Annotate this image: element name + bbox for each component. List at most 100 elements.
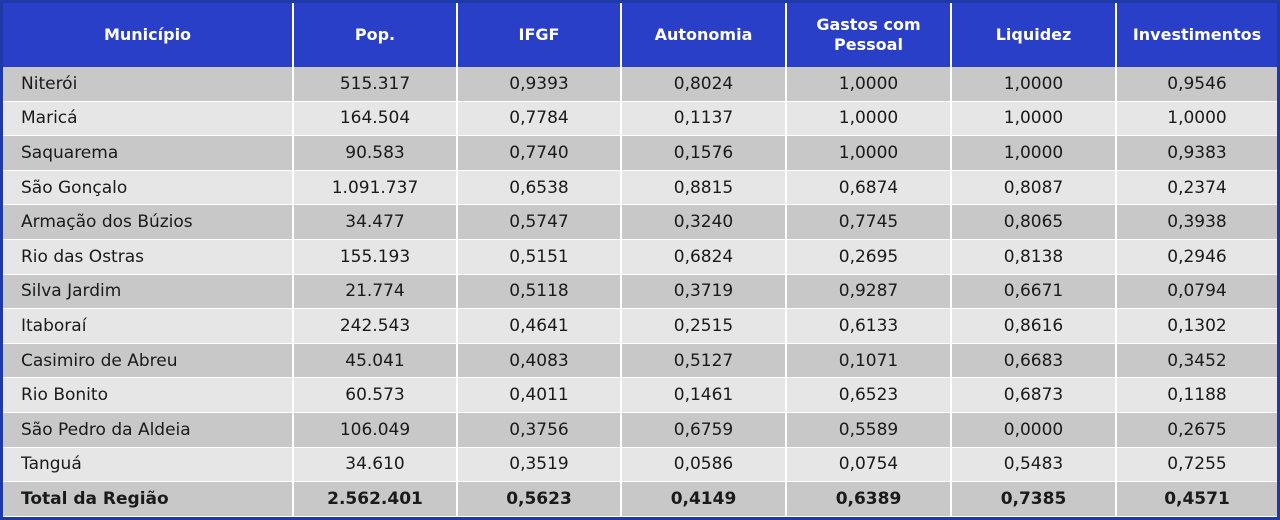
table-row: São Pedro da Aldeia 106.049 0,3756 0,6759 0,…: [3, 412, 1277, 448]
cell-municipio: Itaboraí: [3, 308, 294, 344]
cell-gastos: 0,5589: [786, 412, 952, 448]
cell-gastos: 0,6133: [786, 308, 952, 344]
table-row: Saquarema 90.583 0,7740 0,1576 1,0000 1,0000 0…: [3, 135, 1277, 171]
header-gastos-line2: Pessoal: [834, 35, 903, 54]
cell-investimentos: 1,0000: [1116, 101, 1277, 137]
cell-gastos: 0,6874: [786, 170, 952, 206]
cell-municipio: Armação dos Búzios: [3, 204, 294, 241]
cell-autonomia: 0,0586: [621, 447, 787, 483]
table-row: Niterói 515.317 0,9393 0,8024 1,0000 1,0000 0,…: [3, 67, 1277, 102]
cell-gastos: 1,0000: [786, 67, 952, 102]
cell-pop: 45.041: [293, 343, 458, 379]
cell-investimentos: 0,0794: [1116, 274, 1277, 310]
cell-pop: 164.504: [293, 101, 458, 137]
header-ifgf: IFGF: [457, 3, 622, 67]
total-gastos: 0,6389: [786, 481, 952, 517]
header-autonomia: Autonomia: [621, 3, 787, 67]
cell-gastos: 0,6523: [786, 377, 952, 414]
cell-autonomia: 0,3240: [621, 204, 787, 241]
cell-liquidez: 0,8065: [951, 204, 1117, 241]
cell-liquidez: 0,5483: [951, 447, 1117, 483]
cell-ifgf: 0,4083: [457, 343, 622, 379]
cell-pop: 90.583: [293, 135, 458, 171]
table-row: Maricá 164.504 0,7784 0,1137 1,0000 1,0000 1,0…: [3, 101, 1277, 137]
cell-ifgf: 0,5151: [457, 239, 622, 275]
cell-investimentos: 0,1302: [1116, 308, 1277, 344]
table-row: Itaboraí 242.543 0,4641 0,2515 0,6133 0,8616 0…: [3, 308, 1277, 344]
cell-municipio: Niterói: [3, 67, 294, 102]
cell-ifgf: 0,5118: [457, 274, 622, 310]
cell-municipio: Tanguá: [3, 447, 294, 483]
cell-investimentos: 0,1188: [1116, 377, 1277, 414]
cell-gastos: 1,0000: [786, 135, 952, 171]
cell-municipio: São Pedro da Aldeia: [3, 412, 294, 448]
cell-municipio: Maricá: [3, 101, 294, 137]
cell-investimentos: 0,9383: [1116, 135, 1277, 171]
cell-investimentos: 0,2946: [1116, 239, 1277, 275]
cell-pop: 34.610: [293, 447, 458, 483]
cell-autonomia: 0,8024: [621, 67, 787, 102]
header-row: Município Pop. IFGF Autonomia Gastos com…: [3, 3, 1277, 67]
total-ifgf: 0,5623: [457, 481, 622, 517]
total-pop: 2.562.401: [293, 481, 458, 517]
cell-municipio: Rio Bonito: [3, 377, 294, 414]
cell-pop: 106.049: [293, 412, 458, 448]
cell-investimentos: 0,3938: [1116, 204, 1277, 241]
table-body: Niterói 515.317 0,9393 0,8024 1,0000 1,0000 0,…: [3, 67, 1277, 517]
cell-gastos: 0,9287: [786, 274, 952, 310]
cell-liquidez: 1,0000: [951, 135, 1117, 171]
cell-autonomia: 0,8815: [621, 170, 787, 206]
cell-liquidez: 1,0000: [951, 67, 1117, 102]
cell-gastos: 0,0754: [786, 447, 952, 483]
cell-ifgf: 0,3756: [457, 412, 622, 448]
cell-investimentos: 0,9546: [1116, 67, 1277, 102]
cell-pop: 21.774: [293, 274, 458, 310]
cell-pop: 515.317: [293, 67, 458, 102]
cell-municipio: Saquarema: [3, 135, 294, 171]
header-investimentos: Investimentos: [1116, 3, 1277, 67]
cell-pop: 242.543: [293, 308, 458, 344]
header-municipio: Município: [3, 3, 294, 67]
total-investimentos: 0,4571: [1116, 481, 1277, 517]
cell-liquidez: 0,6873: [951, 377, 1117, 414]
table-row: São Gonçalo 1.091.737 0,6538 0,8815 0,6874 0,…: [3, 170, 1277, 206]
cell-ifgf: 0,4011: [457, 377, 622, 414]
cell-autonomia: 0,6759: [621, 412, 787, 448]
table-header: Município Pop. IFGF Autonomia Gastos com…: [3, 3, 1277, 67]
cell-pop: 155.193: [293, 239, 458, 275]
cell-pop: 34.477: [293, 204, 458, 241]
cell-liquidez: 0,6683: [951, 343, 1117, 379]
cell-gastos: 0,2695: [786, 239, 952, 275]
cell-liquidez: 0,8087: [951, 170, 1117, 206]
cell-gastos: 0,1071: [786, 343, 952, 379]
cell-liquidez: 1,0000: [951, 101, 1117, 137]
table-row: Rio Bonito 60.573 0,4011 0,1461 0,6523 0,6873…: [3, 377, 1277, 414]
table-row: Casimiro de Abreu 45.041 0,4083 0,5127 0,107…: [3, 343, 1277, 379]
cell-municipio: Rio das Ostras: [3, 239, 294, 275]
cell-liquidez: 0,6671: [951, 274, 1117, 310]
total-autonomia: 0,4149: [621, 481, 787, 517]
cell-liquidez: 0,8138: [951, 239, 1117, 275]
cell-investimentos: 0,2374: [1116, 170, 1277, 206]
cell-gastos: 1,0000: [786, 101, 952, 137]
cell-gastos: 0,7745: [786, 204, 952, 241]
cell-ifgf: 0,7784: [457, 101, 622, 137]
header-pop: Pop.: [293, 3, 458, 67]
cell-autonomia: 0,5127: [621, 343, 787, 379]
cell-municipio: São Gonçalo: [3, 170, 294, 206]
cell-pop: 60.573: [293, 377, 458, 414]
cell-investimentos: 0,7255: [1116, 447, 1277, 483]
header-gastos-line1: Gastos com: [816, 15, 921, 34]
cell-ifgf: 0,3519: [457, 447, 622, 483]
cell-ifgf: 0,7740: [457, 135, 622, 171]
cell-municipio: Silva Jardim: [3, 274, 294, 310]
table-row: Tanguá 34.610 0,3519 0,0586 0,0754 0,5483 0,72…: [3, 447, 1277, 483]
cell-autonomia: 0,1576: [621, 135, 787, 171]
table-row: Armação dos Búzios 34.477 0,5747 0,3240 0,77…: [3, 204, 1277, 241]
header-gastos-pessoal: Gastos com Pessoal: [786, 3, 952, 67]
table-row: Silva Jardim 21.774 0,5118 0,3719 0,9287 0,66…: [3, 274, 1277, 310]
cell-ifgf: 0,5747: [457, 204, 622, 241]
cell-municipio: Casimiro de Abreu: [3, 343, 294, 379]
total-liquidez: 0,7385: [951, 481, 1117, 517]
